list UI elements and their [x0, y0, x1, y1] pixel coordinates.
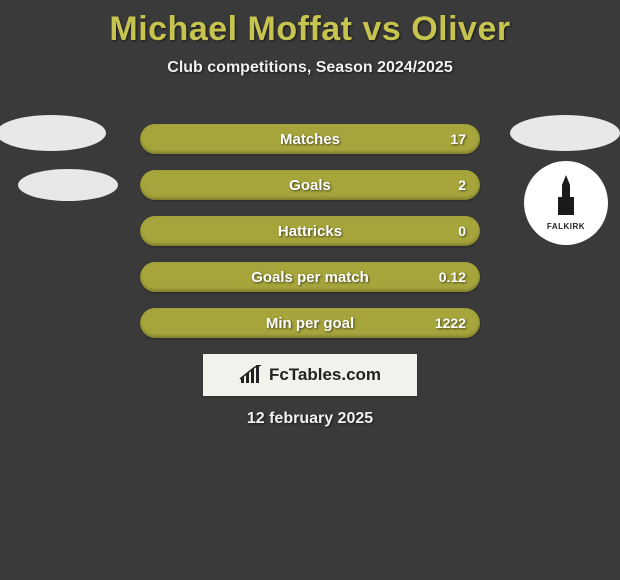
stat-bar: Min per goal 1222	[140, 308, 480, 338]
steeple-icon	[553, 175, 579, 215]
club-logo-inner: FALKIRK	[547, 175, 585, 231]
stat-label: Goals	[289, 177, 331, 194]
stat-bar: Hattricks 0	[140, 216, 480, 246]
stat-value: 2	[458, 177, 466, 193]
club-logo-text: FALKIRK	[547, 222, 585, 231]
stat-value: 1222	[435, 315, 466, 331]
stat-label: Matches	[280, 131, 340, 148]
stat-value: 0.12	[439, 269, 466, 285]
stat-label: Goals per match	[251, 269, 369, 286]
right-badges: FALKIRK	[506, 115, 620, 245]
stat-value: 17	[450, 131, 466, 147]
player-badge-placeholder	[18, 169, 118, 201]
stat-bar: Goals per match 0.12	[140, 262, 480, 292]
date-label: 12 february 2025	[0, 410, 620, 428]
stat-bar: Matches 17	[140, 124, 480, 154]
player-badge-placeholder	[0, 115, 106, 151]
left-badges	[0, 115, 118, 201]
brand-watermark: FcTables.com	[203, 354, 417, 396]
stat-bar: Goals 2	[140, 170, 480, 200]
stat-value: 0	[458, 223, 466, 239]
stat-label: Hattricks	[278, 223, 342, 240]
stat-bars: Matches 17 Goals 2 Hattricks 0 Goals per…	[140, 124, 480, 354]
brand-text: FcTables.com	[269, 365, 381, 385]
subtitle: Club competitions, Season 2024/2025	[0, 59, 620, 77]
bar-chart-icon	[239, 365, 263, 385]
player-badge-placeholder	[510, 115, 620, 151]
page-title: Michael Moffat vs Oliver	[0, 0, 620, 49]
stat-label: Min per goal	[266, 315, 354, 332]
club-logo: FALKIRK	[524, 161, 608, 245]
